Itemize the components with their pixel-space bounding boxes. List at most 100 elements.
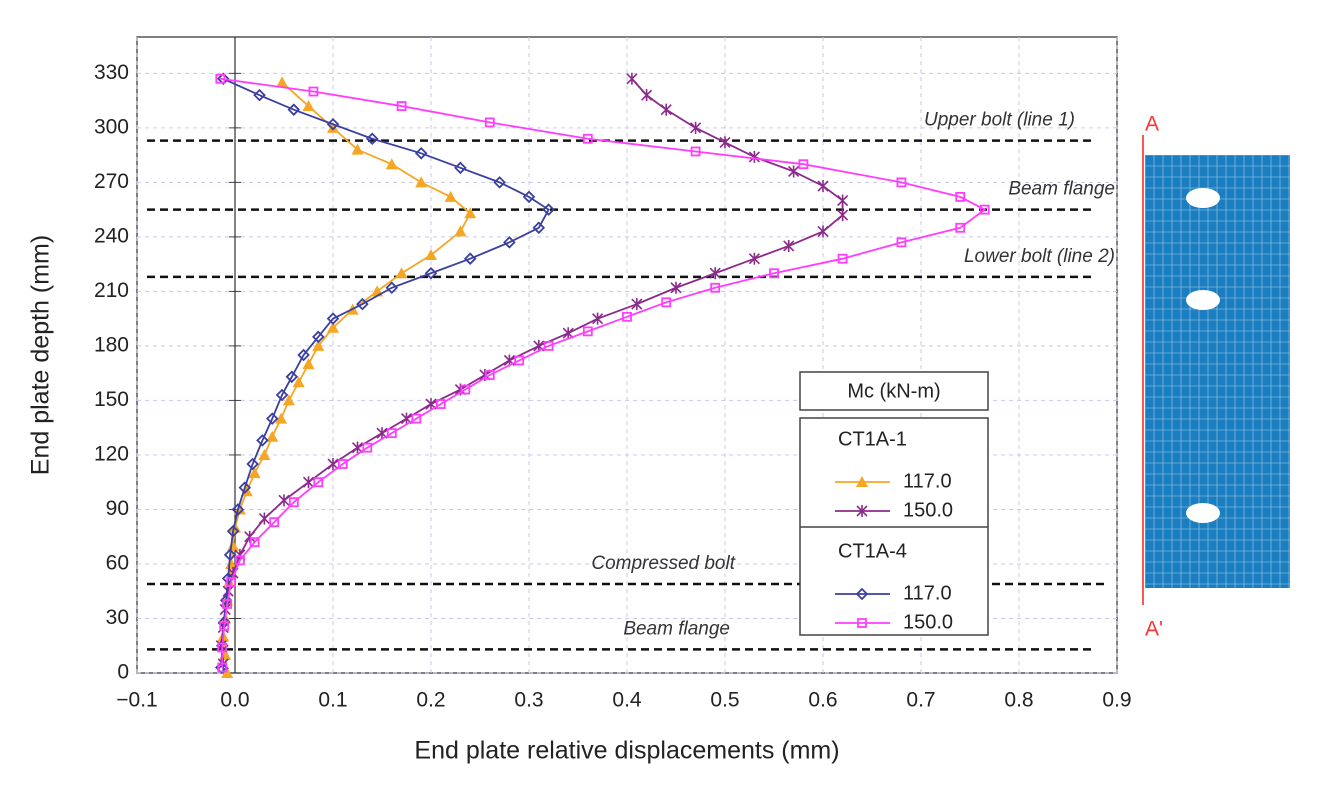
marker [216,72,230,86]
legend-title: Mc (kN-m) [847,380,940,402]
marker [223,548,237,562]
marker [221,572,235,585]
legend-label: 117.0 [903,582,952,604]
marker [231,503,245,516]
marker [265,412,279,425]
marker [856,505,868,517]
marker [769,268,779,279]
marker [690,121,702,134]
marker [308,86,319,97]
marker [256,434,269,447]
marker [435,399,446,409]
section-label: A [1145,113,1159,136]
x-axis-label: End plate relative displacements (mm) [414,737,839,765]
marker [275,388,289,402]
y-tick-label: 300 [94,115,129,138]
marker [292,376,305,388]
marker [542,203,555,216]
marker [817,180,829,193]
marker [896,177,907,188]
x-tick-label: 0.0 [220,689,249,712]
marker [326,312,340,325]
marker [748,252,760,265]
marker [817,225,829,238]
marker [411,413,422,424]
marker [660,103,672,116]
marker [857,618,867,628]
legend-label: 150.0 [903,611,953,633]
marker [661,297,672,308]
annotation: Beam flange [623,618,730,639]
y-tick-label: 0 [117,661,129,684]
marker [222,599,233,609]
marker [748,150,760,163]
marker [351,143,364,155]
marker [362,442,373,453]
x-tick-label: 0.5 [710,689,739,712]
marker [327,321,339,333]
marker [622,311,632,322]
marker [258,448,271,460]
marker [385,281,399,295]
marker [365,132,379,146]
marker [285,370,299,384]
marker [709,267,721,280]
marker [282,394,295,406]
marker [503,236,516,249]
marker [837,194,849,207]
y-tick-label: 60 [106,552,129,575]
marker [312,339,325,351]
y-tick-label: 90 [106,497,129,520]
marker [424,266,438,280]
marker [225,557,238,569]
x-tick-label: 0.1 [318,689,347,712]
marker [484,370,495,380]
marker [288,497,299,508]
marker [798,159,809,170]
marker [414,147,428,160]
marker [327,121,339,133]
marker [670,281,682,294]
marker [217,642,228,653]
marker [297,348,310,362]
marker [238,481,252,494]
y-tick-label: 120 [94,442,129,465]
y-tick-label: 210 [94,279,129,302]
x-tick-label: 0.4 [612,689,642,712]
series-line [220,77,987,668]
marker [837,209,849,222]
marker [258,512,270,525]
marker [896,237,907,248]
x-tick-label: 0.6 [808,689,837,712]
marker [955,222,966,233]
x-tick-label: −0.1 [116,689,157,712]
marker [454,225,467,237]
marker [719,136,731,149]
marker [710,282,721,293]
marker [386,428,397,439]
marker [302,358,315,370]
legend-title-box [799,371,989,411]
section-label: A' [1145,618,1163,641]
marker [219,620,230,631]
marker [221,667,234,678]
series-line [220,77,550,668]
marker [626,72,638,85]
y-tick-label: 180 [94,333,129,356]
y-tick-label: 150 [94,388,129,411]
marker [463,252,477,265]
marker [227,539,240,551]
marker [275,412,288,424]
marker [337,459,348,469]
marker [582,326,593,337]
marker [582,133,593,144]
marker [444,190,457,202]
legend-label: 117.0 [903,470,952,492]
marker [278,494,290,507]
marker [248,467,261,479]
legend-group: CT1A-1 [838,428,907,450]
marker [276,76,289,88]
marker [385,158,398,170]
marker [253,88,266,102]
